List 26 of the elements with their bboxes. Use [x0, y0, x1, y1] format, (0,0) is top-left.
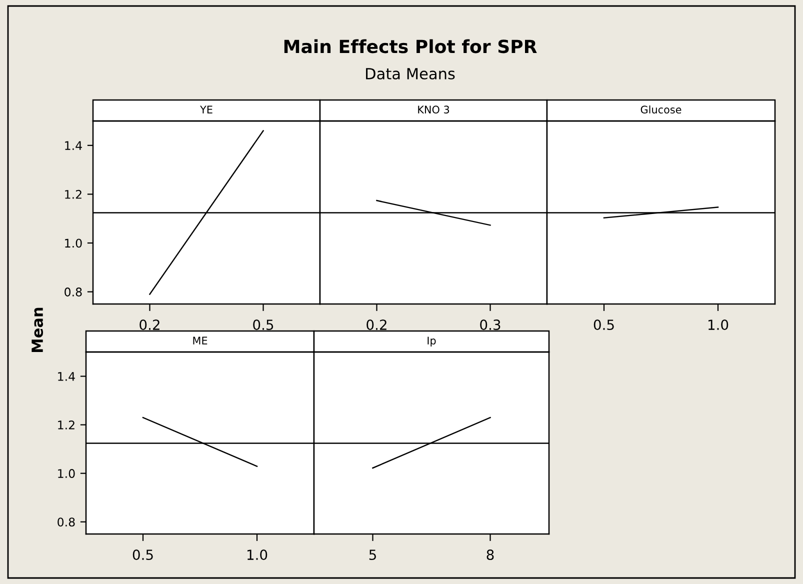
x-tick-label: 0.3: [480, 320, 500, 330]
text: Main Effects Plot for SPR: [284, 39, 537, 54]
y-tick-label: 0.8: [58, 518, 75, 527]
chart-title: YE: [200, 106, 212, 114]
chart-title: Glucose: [640, 105, 682, 114]
x-tick-label: 8: [486, 550, 494, 560]
y-tick-label: 1.2: [65, 190, 82, 199]
y-tick-label: 1.0: [65, 238, 82, 248]
text: Data Means: [366, 68, 455, 80]
y-tick-label: 1.2: [58, 420, 74, 430]
x-tick-label: 0.2: [366, 320, 386, 330]
x-tick-label: 1.0: [247, 550, 268, 560]
x-tick-label: 0.2: [140, 320, 160, 330]
chart-title: KNO 3: [418, 106, 450, 114]
y-tick-label: 1.4: [58, 372, 75, 381]
x-tick-label: 1.0: [708, 320, 728, 330]
chart-title: Ip: [428, 336, 436, 347]
x-tick-label: 0.5: [132, 550, 153, 560]
x-tick-label: 0.5: [253, 320, 274, 330]
y-tick-label: 1.4: [65, 141, 82, 150]
y-tick-label: 0.8: [64, 288, 82, 296]
chart-title: ME: [193, 336, 208, 344]
y-tick-label: 1.0: [58, 469, 75, 478]
y-axis-title: Mean: [32, 308, 44, 352]
x-tick-label: 5: [369, 550, 376, 560]
x-tick-label: 0.5: [594, 320, 614, 330]
